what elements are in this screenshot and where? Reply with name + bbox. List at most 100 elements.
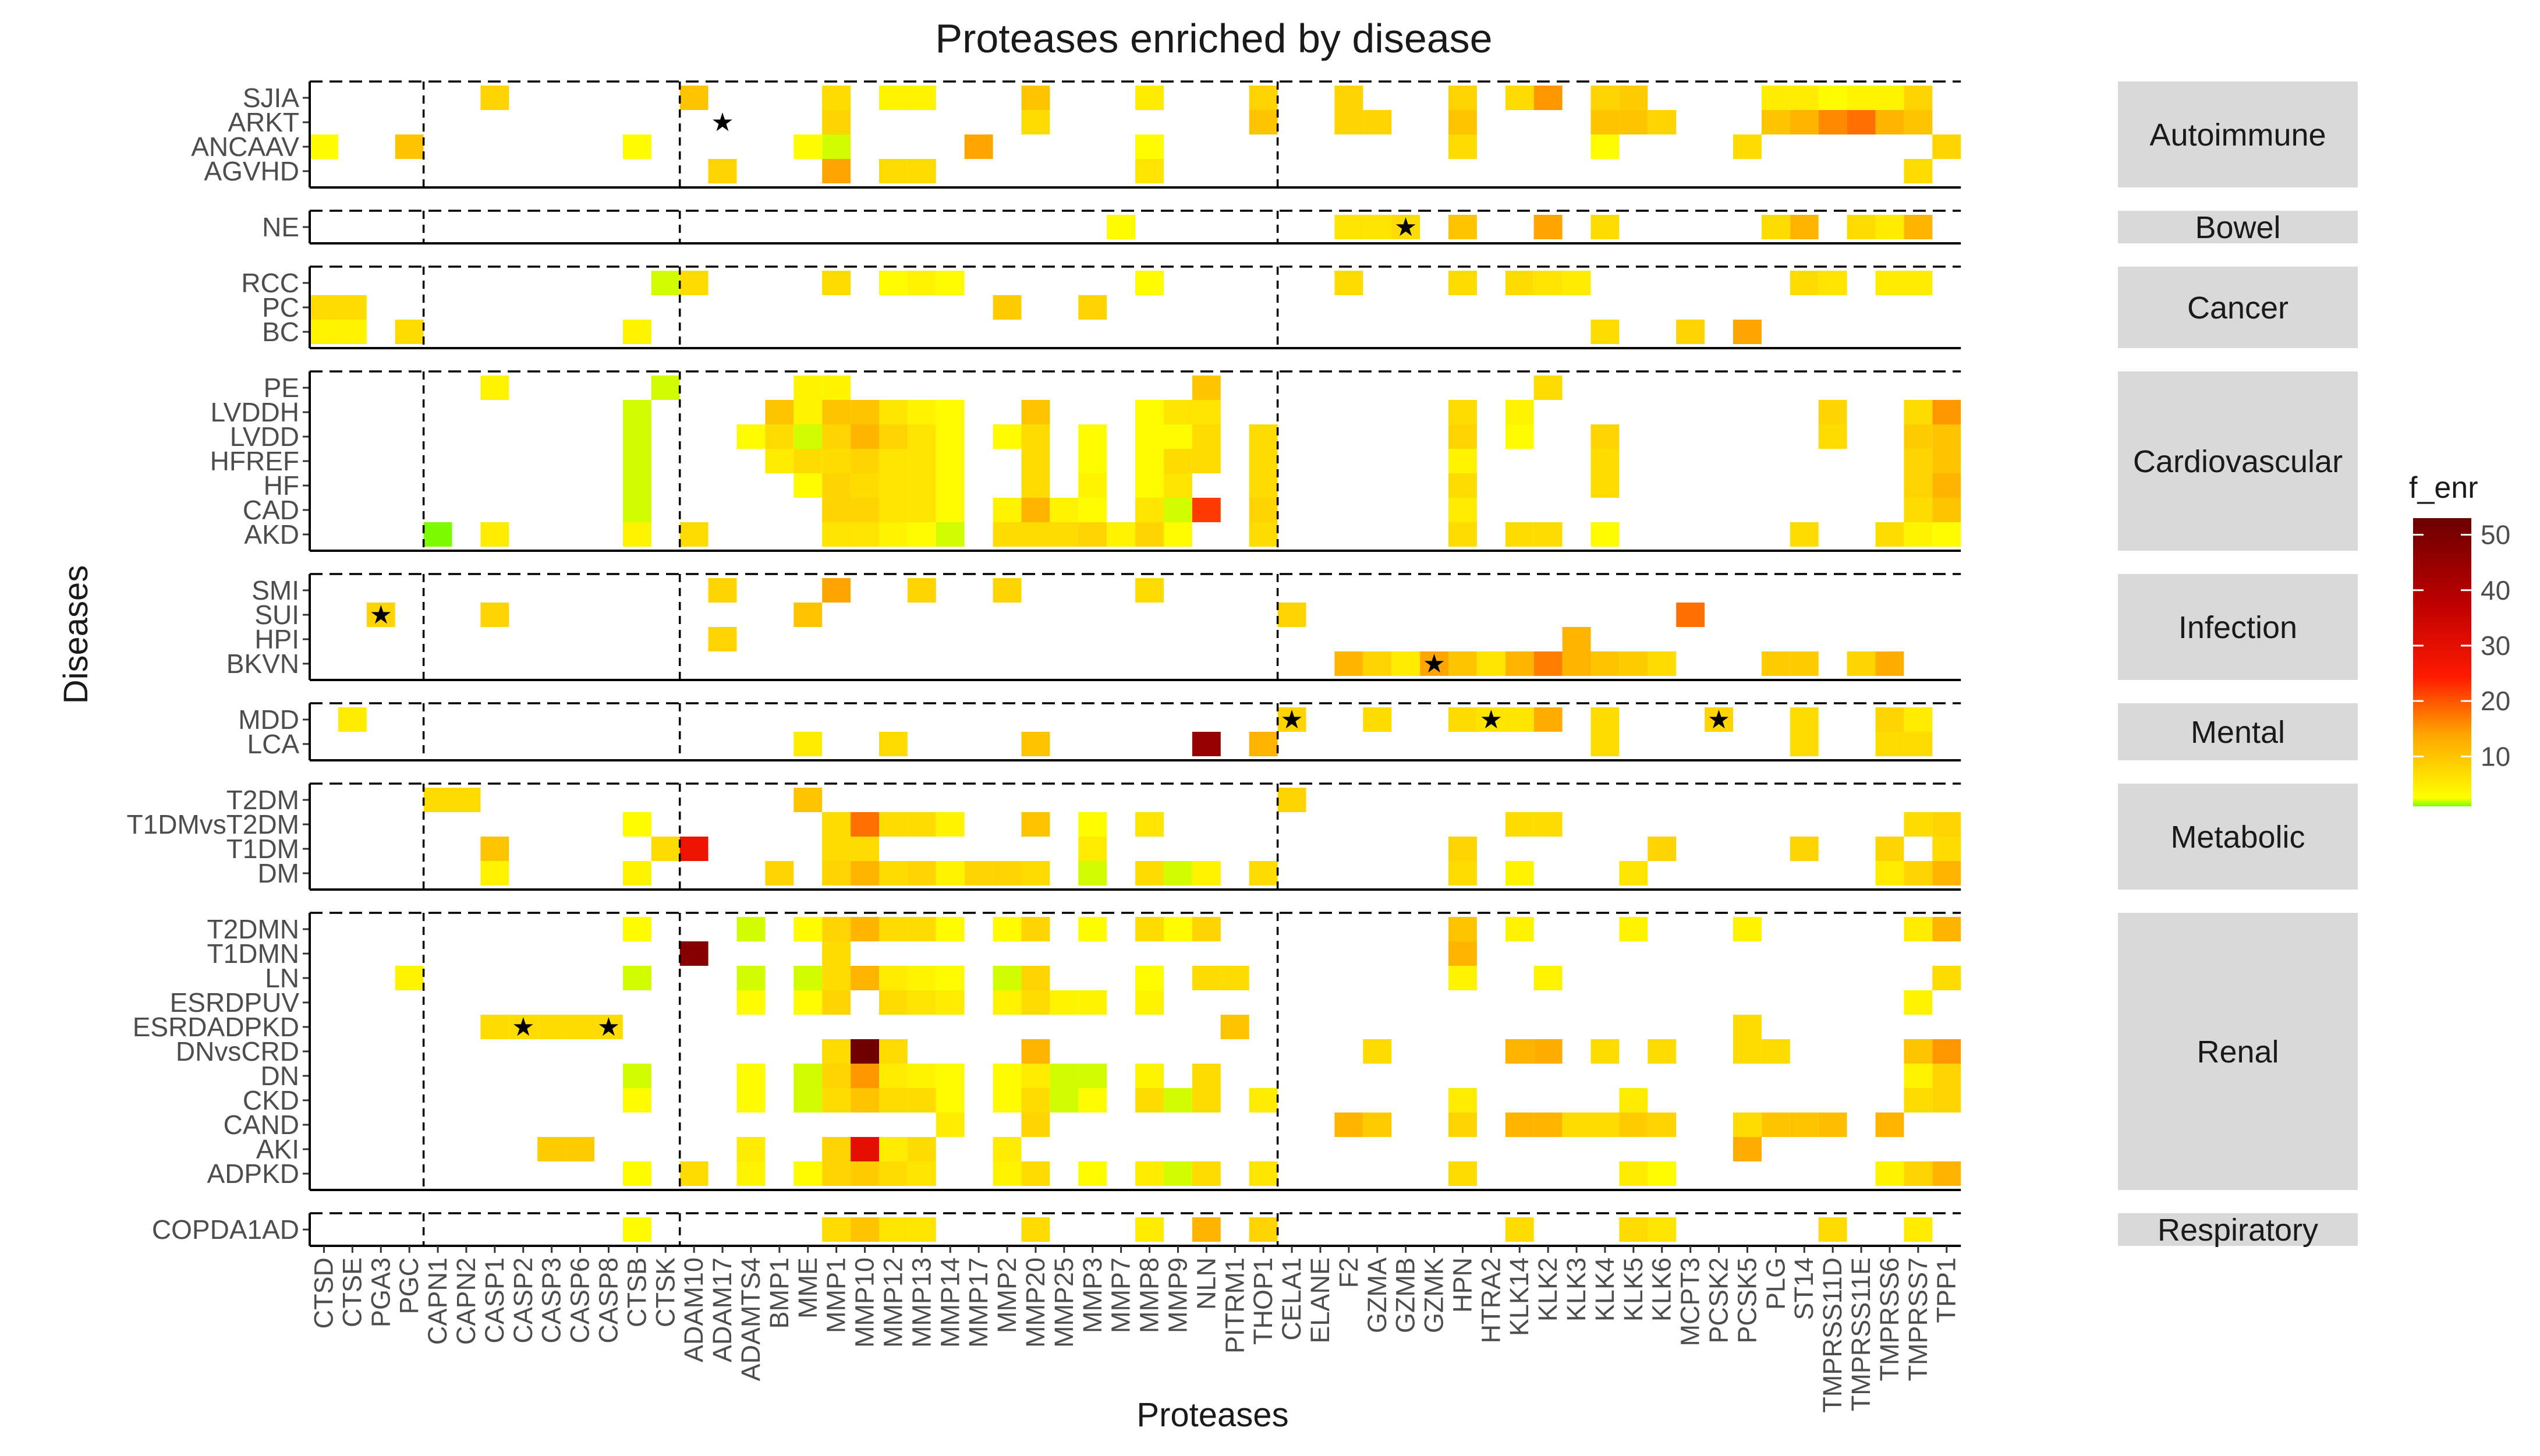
heatmap-cell — [1078, 295, 1107, 320]
heatmap-cell — [1050, 498, 1079, 522]
heatmap-cell — [1448, 966, 1477, 990]
significance-star: ★ — [1707, 705, 1730, 735]
heatmap-cell — [1533, 1039, 1563, 1064]
x-tick-label: MMP3 — [1078, 1257, 1107, 1333]
heatmap-cell — [1164, 522, 1192, 547]
y-tick-label: CKD — [243, 1085, 299, 1115]
heatmap-cell — [310, 295, 338, 320]
heatmap-cell — [1875, 215, 1904, 239]
heatmap-cell — [851, 400, 879, 424]
heatmap-cell — [879, 1137, 908, 1161]
heatmap-cell — [338, 320, 367, 344]
heatmap-cell — [1448, 449, 1477, 473]
heatmap-cell — [395, 134, 424, 159]
x-tick-label: KLK14 — [1504, 1257, 1534, 1336]
heatmap-cell — [1192, 424, 1221, 449]
heatmap-cell — [1391, 215, 1420, 239]
heatmap-cell — [907, 271, 936, 295]
heatmap-cell — [879, 473, 908, 498]
heatmap-cell — [1448, 498, 1477, 522]
y-tick-label: LVDD — [230, 421, 299, 452]
heatmap-cell — [879, 812, 908, 837]
heatmap-cell — [679, 941, 708, 966]
heatmap-cell — [1476, 651, 1505, 676]
heatmap-cell — [822, 837, 851, 861]
heatmap-cell — [1904, 812, 1933, 837]
x-tick-label: MMP2 — [992, 1257, 1022, 1333]
x-tick-label: CAPN2 — [451, 1257, 481, 1345]
y-tick-label: T2DMN — [207, 914, 299, 944]
heatmap-cell — [822, 159, 851, 183]
heatmap-cell — [1904, 732, 1933, 756]
heatmap-cell — [879, 1064, 908, 1088]
heatmap-cell — [822, 522, 851, 547]
heatmap-cell — [1135, 1088, 1164, 1113]
x-tick-label: F2 — [1334, 1257, 1363, 1288]
y-tick-label: ESRDADPKD — [133, 1012, 299, 1042]
heatmap-cell — [1334, 215, 1363, 239]
heatmap-cell — [765, 861, 794, 885]
heatmap-cell — [993, 498, 1022, 522]
heatmap-cell — [1021, 498, 1050, 522]
heatmap-cell — [452, 788, 481, 812]
x-tick-label: TMPRSS7 — [1903, 1257, 1933, 1381]
y-tick-label: T1DM — [226, 834, 299, 864]
heatmap-cell — [1505, 271, 1534, 295]
heatmap-cell — [679, 271, 708, 295]
heatmap-cell — [1761, 1113, 1790, 1137]
heatmap-cell — [1904, 215, 1933, 239]
x-tick-label: ELANE — [1305, 1257, 1335, 1344]
heatmap-cell — [1619, 1217, 1648, 1242]
heatmap-cell — [822, 375, 851, 400]
heatmap-cell — [1363, 215, 1392, 239]
heatmap-cell — [1249, 473, 1278, 498]
legend-tick-label: 10 — [2481, 741, 2510, 771]
x-tick-label: PCSK2 — [1704, 1257, 1734, 1344]
heatmap-cell — [1164, 861, 1192, 885]
y-tick-label: COPDA1AD — [152, 1214, 299, 1245]
heatmap-cell — [1733, 917, 1762, 941]
heatmap-cell — [1107, 522, 1136, 547]
y-tick-label: BC — [262, 317, 299, 347]
heatmap-cell — [622, 966, 651, 990]
heatmap-cell — [822, 990, 851, 1015]
heatmap-cell — [1420, 651, 1448, 676]
heatmap-cell — [1135, 1064, 1164, 1088]
x-axis-title: Proteases — [1136, 1396, 1288, 1434]
heatmap-cell — [622, 400, 651, 424]
x-tick-label: MMP1 — [821, 1257, 851, 1333]
x-tick-label: CELA1 — [1277, 1257, 1306, 1341]
heatmap-cell — [622, 1088, 651, 1113]
heatmap-cell — [822, 861, 851, 885]
heatmap-cell — [1790, 86, 1819, 110]
heatmap-cell — [1505, 1217, 1534, 1242]
heatmap-cell — [851, 1217, 879, 1242]
y-tick-label: HFREF — [210, 446, 299, 476]
heatmap-cell — [1021, 1088, 1050, 1113]
heatmap-cell — [851, 424, 879, 449]
heatmap-cell — [1107, 215, 1136, 239]
heatmap-cell — [1249, 1217, 1278, 1242]
heatmap-cell — [936, 917, 965, 941]
x-tick-label: CASP1 — [480, 1257, 509, 1344]
heatmap-cell — [907, 1137, 936, 1161]
heatmap-cell — [679, 837, 708, 861]
heatmap-cell — [907, 498, 936, 522]
heatmap-cell — [1448, 917, 1477, 941]
heatmap-cell — [1932, 424, 1961, 449]
heatmap-cell — [1562, 1113, 1591, 1137]
heatmap-cell — [1648, 651, 1677, 676]
heatmap-cell — [480, 375, 509, 400]
x-tick-label: KLK6 — [1647, 1257, 1677, 1322]
heatmap-cell — [1533, 86, 1563, 110]
heatmap-cell — [1448, 1113, 1477, 1137]
y-tick-label: BKVN — [226, 649, 299, 679]
heatmap-cell — [1932, 966, 1961, 990]
heatmap-cell — [1761, 86, 1790, 110]
heatmap-cell — [1932, 134, 1961, 159]
significance-star: ★ — [1394, 212, 1417, 242]
x-tick-label: KLK4 — [1590, 1257, 1620, 1322]
y-tick-label: AKD — [244, 519, 299, 550]
heatmap-cell — [1078, 990, 1107, 1015]
